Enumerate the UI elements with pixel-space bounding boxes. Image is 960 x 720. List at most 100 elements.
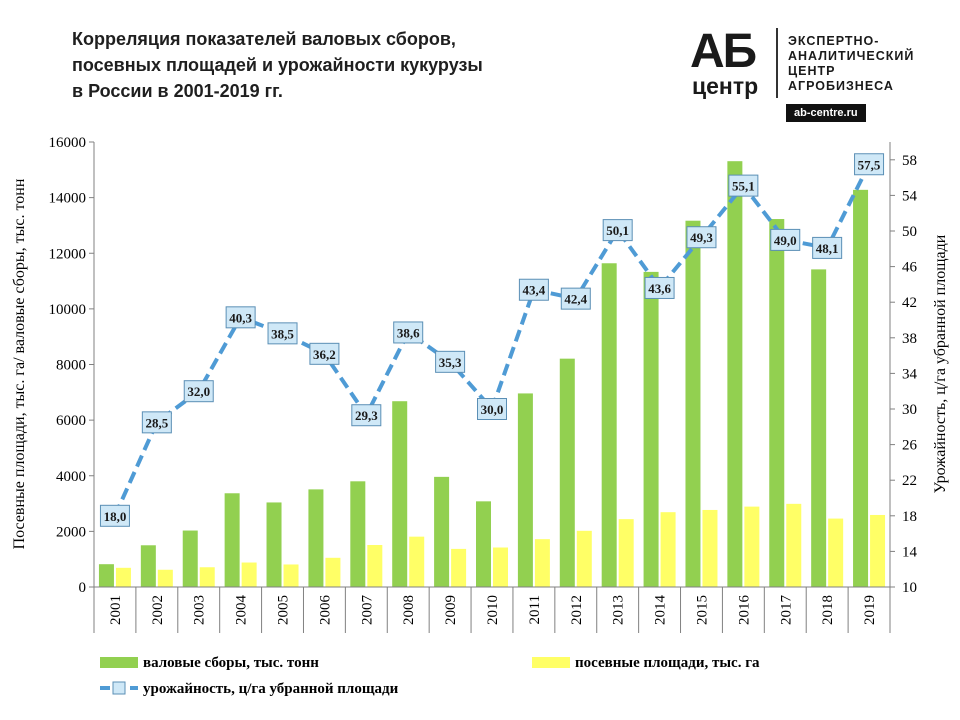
x-tick-label: 2018 xyxy=(820,595,836,625)
legend-swatch-area xyxy=(532,657,570,668)
y-tick-label: 14000 xyxy=(49,191,87,207)
yield-marker-2017 xyxy=(770,228,801,251)
bar-gross-2010 xyxy=(476,501,491,587)
legend: валовые сборы, тыс. тонн посевные площади… xyxy=(100,655,760,697)
x-tick-label: 2009 xyxy=(443,595,459,625)
bar-area-2013 xyxy=(618,519,634,587)
bar-area-2002 xyxy=(157,569,173,587)
yield-data-label: 38,5 xyxy=(271,326,294,341)
y-tick-label: 4000 xyxy=(56,469,86,485)
yield-data-label: 36,2 xyxy=(313,347,336,362)
bar-area-2019 xyxy=(870,514,886,587)
bar-area-2017 xyxy=(786,503,802,587)
bar-area-2006 xyxy=(325,557,341,587)
bar-gross-2016 xyxy=(727,161,743,588)
axes-layer: 0 2000 4000 6000 8000 10000 12000 14000 16000 10 1… xyxy=(11,135,949,633)
x-tick-label: 2006 xyxy=(317,595,333,626)
y-tick-label: 8000 xyxy=(56,358,86,374)
y2-tick-label: 18 xyxy=(902,509,917,525)
x-tick-label: 2017 xyxy=(778,595,794,626)
y2-axis-title: Урожайность, ц/га убранной площади xyxy=(932,234,949,493)
yield-data-label: 55,1 xyxy=(732,179,755,194)
y2-tick-label: 38 xyxy=(902,331,917,347)
logo-sub-text: центр xyxy=(692,73,759,99)
yield-data-label: 43,6 xyxy=(648,281,671,296)
yield-line xyxy=(113,163,871,517)
x-tick-label: 2008 xyxy=(401,595,417,625)
yield-marker-2005 xyxy=(267,322,298,345)
yield-marker-2003 xyxy=(183,380,214,403)
yield-marker-2009 xyxy=(435,350,466,373)
yield-marker-2011 xyxy=(518,278,549,301)
yield-marker-2019 xyxy=(854,153,885,176)
x-tick-label: 2001 xyxy=(108,595,124,625)
bar-gross-2018 xyxy=(811,269,827,587)
yield-data-label: 38,6 xyxy=(397,325,420,340)
bar-gross-2006 xyxy=(308,489,324,587)
bar-area-2007 xyxy=(367,545,383,587)
bar-area-2016 xyxy=(744,506,760,587)
yield-marker-2004 xyxy=(225,306,256,329)
line-layer: 18,0 28,5 32,0 40,3 38,5 36,2 29,3 38,6 35,3 30,0… xyxy=(99,153,885,527)
yield-marker-2007 xyxy=(351,404,382,427)
logo-main-text: АБ xyxy=(690,25,757,78)
bar-area-2014 xyxy=(660,512,676,587)
y2-tick-label: 54 xyxy=(902,188,918,204)
bar-gross-2009 xyxy=(434,476,450,587)
y-tick-label: 2000 xyxy=(56,524,86,540)
yield-marker-2018 xyxy=(812,236,843,259)
y2-tick-label: 34 xyxy=(902,366,918,382)
bar-area-2018 xyxy=(828,518,844,587)
yield-data-label: 50,1 xyxy=(606,223,629,238)
y2-tick-label: 58 xyxy=(902,153,917,169)
bar-gross-2012 xyxy=(559,358,575,587)
yield-data-label: 32,0 xyxy=(187,384,210,399)
bar-area-2010 xyxy=(493,547,508,587)
legend-label-area: посевные площади, тыс. га xyxy=(575,655,760,671)
bar-gross-2008 xyxy=(392,401,408,587)
bar-gross-2005 xyxy=(266,502,282,587)
logo-description: ЭКСПЕРТНО- АНАЛИТИЧЕСКИЙ ЦЕНТР АГРОБИЗНЕ… xyxy=(788,34,915,93)
y-tick-label: 16000 xyxy=(49,135,87,151)
y2-tick-label: 42 xyxy=(902,295,917,311)
bar-area-2008 xyxy=(409,536,425,587)
yield-marker-2013 xyxy=(602,219,633,242)
y-tick-label: 10000 xyxy=(49,302,87,318)
bar-area-2011 xyxy=(534,539,550,587)
bar-gross-2004 xyxy=(224,493,240,587)
bar-layer xyxy=(98,161,886,588)
x-tick-label: 2011 xyxy=(527,595,543,624)
yield-data-label: 28,5 xyxy=(145,415,168,430)
yield-data-label: 29,3 xyxy=(355,408,378,423)
yield-data-label: 30,0 xyxy=(481,402,504,417)
yield-marker-2001 xyxy=(99,504,130,527)
legend-marker-yield xyxy=(112,681,126,695)
y-axis-title: Посевные площади, тыс. га/ валовые сборы… xyxy=(11,178,28,549)
bar-gross-2017 xyxy=(769,219,785,587)
y-tick-label: 12000 xyxy=(49,246,87,262)
y-tick-label: 0 xyxy=(79,580,87,596)
bar-gross-2002 xyxy=(140,545,156,587)
bar-gross-2013 xyxy=(601,263,617,587)
yield-marker-2014 xyxy=(644,276,675,299)
bar-gross-2001 xyxy=(98,564,114,587)
bar-area-2009 xyxy=(451,548,467,587)
x-tick-label: 2010 xyxy=(485,595,501,625)
x-tick-label: 2007 xyxy=(359,595,375,626)
yield-data-label: 40,3 xyxy=(229,310,252,325)
bar-area-2005 xyxy=(283,564,299,587)
y2-tick-label: 30 xyxy=(902,402,917,418)
x-tick-label: 2012 xyxy=(569,595,585,625)
yield-marker-2015 xyxy=(686,226,717,249)
yield-data-label: 42,4 xyxy=(564,292,587,307)
yield-data-label: 49,3 xyxy=(690,230,713,245)
y2-tick-label: 10 xyxy=(902,580,917,596)
bar-area-2004 xyxy=(241,562,257,587)
x-tick-label: 2004 xyxy=(234,595,250,626)
bar-gross-2019 xyxy=(853,189,869,587)
yield-marker-2010 xyxy=(477,398,507,420)
yield-marker-2002 xyxy=(141,411,172,434)
yield-data-label: 57,5 xyxy=(858,157,881,172)
yield-data-label: 49,0 xyxy=(774,233,797,248)
